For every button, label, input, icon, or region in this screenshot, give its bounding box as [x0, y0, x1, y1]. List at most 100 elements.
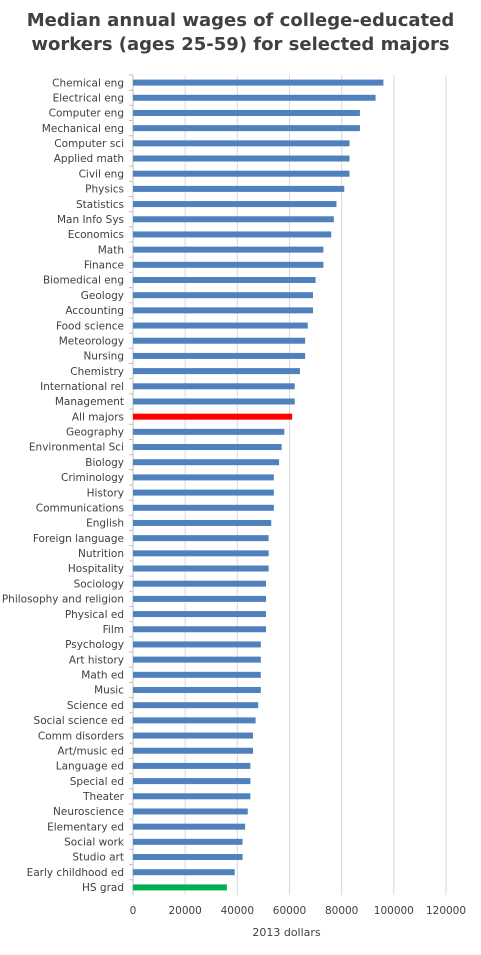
bar — [133, 261, 324, 268]
bar — [133, 641, 261, 648]
category-label: Foreign language — [33, 533, 124, 545]
category-label: Mechanical eng — [42, 123, 124, 135]
category-label: HS grad — [82, 882, 124, 894]
category-label: Communications — [36, 502, 124, 514]
category-label: Social work — [64, 837, 125, 849]
category-label: Sociology — [74, 578, 124, 590]
bar — [133, 626, 267, 633]
bar — [133, 231, 332, 238]
category-label: Geography — [66, 427, 124, 439]
x-tick-label: 20000 — [168, 905, 201, 917]
bar — [133, 459, 280, 466]
category-label: Art/music ed — [57, 745, 124, 757]
bar — [133, 550, 269, 557]
category-label: Science ed — [67, 700, 124, 712]
category-label: Math — [98, 244, 124, 256]
bar — [133, 519, 272, 526]
bar — [133, 808, 248, 815]
category-label: Social science ed — [34, 715, 124, 727]
bar — [133, 611, 267, 618]
bar — [133, 489, 274, 496]
bar — [133, 778, 251, 785]
bar — [133, 823, 246, 830]
bar — [133, 656, 261, 663]
x-tick-label: 80000 — [325, 905, 358, 917]
bar — [133, 869, 235, 876]
bar — [133, 292, 313, 299]
x-tick-label: 0 — [130, 905, 137, 917]
category-label: Psychology — [65, 639, 124, 651]
bar — [133, 504, 274, 511]
bar — [133, 702, 259, 709]
chart-title-line-2: workers (ages 25-59) for selected majors — [31, 34, 450, 55]
category-label: Studio art — [72, 852, 124, 864]
bar — [133, 428, 285, 435]
category-label: Civil eng — [79, 168, 124, 180]
category-label: Nursing — [83, 351, 124, 363]
category-label: English — [86, 518, 124, 530]
category-label: Man Info Sys — [57, 214, 124, 226]
category-label: Accounting — [65, 305, 124, 317]
bar — [133, 185, 345, 192]
category-label: Biology — [85, 457, 124, 469]
category-label: Nutrition — [78, 548, 124, 560]
x-tick-label: 40000 — [221, 905, 254, 917]
bar — [133, 155, 350, 162]
bar — [133, 201, 337, 208]
bar — [133, 793, 251, 800]
category-label: Art history — [69, 654, 124, 666]
category-label: Computer eng — [49, 108, 124, 120]
bar — [133, 277, 316, 283]
category-label: Statistics — [76, 199, 124, 211]
bar — [133, 565, 269, 572]
category-label: Finance — [84, 260, 124, 272]
bar — [133, 413, 293, 420]
category-label: Math ed — [81, 670, 124, 682]
category-label: Hospitality — [68, 563, 124, 575]
category-label: Theater — [82, 791, 125, 803]
category-label: Meteorology — [59, 335, 124, 347]
category-label: Environmental Sci — [29, 442, 124, 454]
bar — [133, 79, 384, 86]
category-label: Physics — [85, 184, 124, 196]
category-label: Language ed — [56, 761, 124, 773]
bar — [133, 838, 243, 845]
category-label: International rel — [40, 381, 124, 393]
category-label: Economics — [68, 229, 124, 241]
category-label: Neuroscience — [53, 806, 124, 818]
category-label: Computer sci — [54, 138, 124, 150]
category-label: Chemical eng — [52, 77, 124, 89]
category-label: Chemistry — [70, 366, 124, 378]
bar — [133, 884, 227, 891]
bar — [133, 671, 261, 678]
category-label: Geology — [81, 290, 124, 302]
x-tick-label: 120000 — [426, 905, 466, 917]
bar — [133, 474, 274, 481]
category-label: Early childhood ed — [27, 867, 124, 879]
bar — [133, 246, 324, 253]
category-label: Biomedical eng — [43, 275, 124, 287]
category-label: Management — [55, 396, 124, 408]
category-label: Criminology — [61, 472, 124, 484]
category-label: Applied math — [54, 153, 124, 165]
category-label: Food science — [56, 320, 124, 332]
bar — [133, 717, 256, 724]
bar — [133, 322, 308, 329]
category-label: Electrical eng — [53, 92, 124, 104]
category-label: Elementary ed — [47, 821, 124, 833]
category-label: Physical ed — [65, 609, 124, 621]
category-label: Special ed — [70, 776, 124, 788]
x-tick-label: 100000 — [374, 905, 414, 917]
category-label: History — [87, 487, 124, 499]
category-label: Film — [103, 624, 124, 636]
bar — [133, 170, 350, 177]
bar — [133, 383, 295, 390]
bar — [133, 109, 360, 116]
bar — [133, 854, 243, 861]
bar — [133, 732, 253, 739]
x-axis-title: 2013 dollars — [252, 926, 321, 939]
bar — [133, 337, 306, 344]
bar — [133, 762, 251, 769]
